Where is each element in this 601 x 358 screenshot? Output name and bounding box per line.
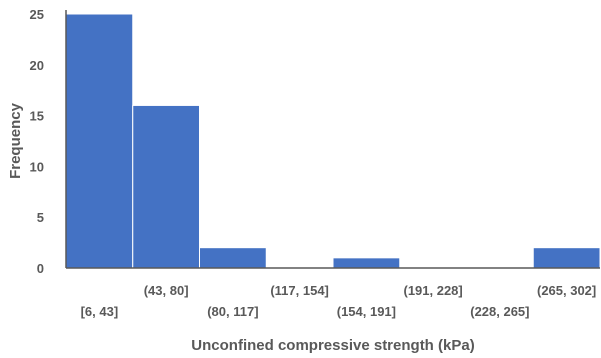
x-tick-label: (43, 80] xyxy=(144,283,189,298)
bars-group xyxy=(65,13,601,269)
y-tick-label: 0 xyxy=(37,261,44,276)
x-tick-label: (117, 154] xyxy=(270,283,329,298)
x-axis-title: Unconfined compressive strength (kPa) xyxy=(191,337,474,354)
x-tick-label: (228, 265] xyxy=(470,304,529,319)
bar-1 xyxy=(65,13,134,269)
bar-3 xyxy=(199,247,267,269)
x-tick-labels: [6, 43] (43, 80] (80, 117] (117, 154] (154, … xyxy=(81,283,597,319)
y-tick-label: 10 xyxy=(30,159,44,174)
bar-8 xyxy=(532,247,601,269)
y-tick-label: 25 xyxy=(30,7,44,22)
x-tick-label: [6, 43] xyxy=(81,304,119,319)
x-tick-label: (265, 302] xyxy=(537,283,596,298)
x-tick-label: (154, 191] xyxy=(337,304,396,319)
y-axis-title: Frequency xyxy=(7,102,24,179)
y-tick-labels: 0 5 10 15 20 25 xyxy=(30,7,44,276)
y-tick-label: 5 xyxy=(37,210,44,225)
x-tick-label: (191, 228] xyxy=(403,283,462,298)
y-tick-label: 15 xyxy=(30,109,44,124)
x-tick-label: (80, 117] xyxy=(207,304,258,319)
y-tick-label: 20 xyxy=(30,58,44,73)
bar-5 xyxy=(332,257,401,269)
bar-2 xyxy=(132,104,200,269)
